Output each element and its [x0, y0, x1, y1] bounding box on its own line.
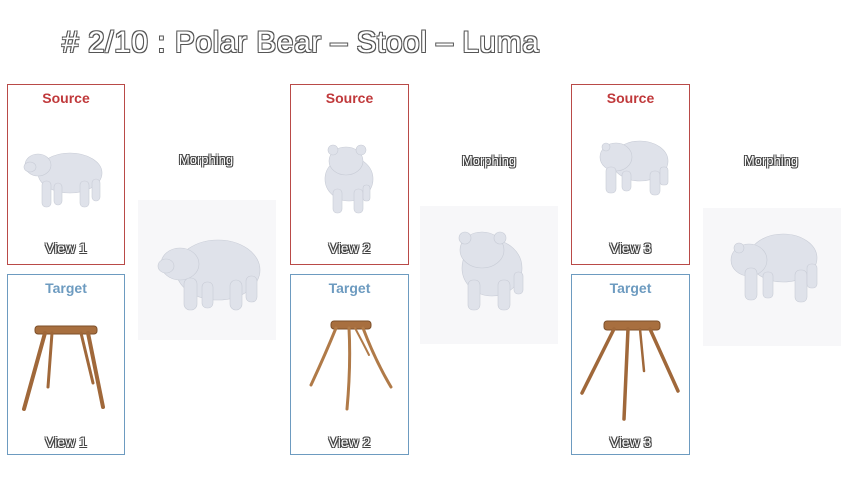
polar-bear-image	[324, 144, 374, 214]
view-label: View 3	[609, 434, 652, 450]
view-label: View 2	[328, 434, 371, 450]
view-label: View 1	[45, 240, 87, 256]
source-panel-view-2: Source View 2	[290, 84, 409, 265]
morphing-result-image	[420, 206, 558, 344]
morphing-label: Morphing	[461, 153, 517, 168]
target-panel-view-3: Target View 3	[571, 274, 690, 455]
target-header: Target	[609, 280, 652, 296]
polar-bear-image	[599, 140, 669, 196]
view-label: View 3	[609, 240, 652, 256]
source-header: Source	[42, 90, 90, 106]
source-header: Source	[325, 90, 374, 106]
morphing-result-image	[138, 200, 276, 340]
morphing-label: Morphing	[178, 152, 234, 167]
morphing-result-image	[703, 208, 841, 346]
page-title: # 2/10 : Polar Bear – Stool – Luma	[62, 26, 540, 59]
target-panel-view-1: Target View 1	[7, 274, 125, 455]
source-header: Source	[606, 90, 655, 106]
target-header: Target	[328, 280, 371, 296]
source-panel-view-3: Source View 3	[571, 84, 690, 265]
polar-bear-image	[23, 152, 103, 208]
morphing-label: Morphing	[743, 153, 799, 168]
target-panel-view-2: Target View 2	[290, 274, 409, 455]
stool-image	[309, 320, 393, 411]
source-panel-view-1: Source View 1	[7, 84, 125, 265]
stool-image	[22, 325, 105, 411]
view-label: View 1	[45, 434, 87, 450]
stool-image	[580, 320, 680, 421]
view-label: View 2	[328, 240, 371, 256]
target-header: Target	[45, 280, 87, 296]
